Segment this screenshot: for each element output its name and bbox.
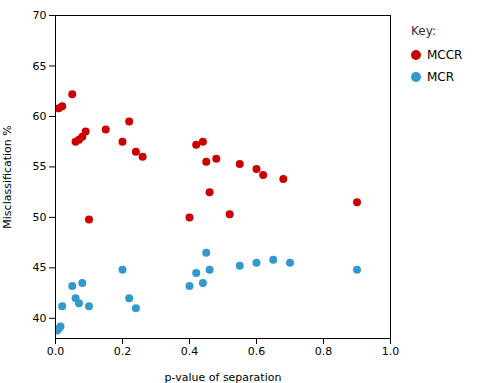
svg-text:70: 70 [33,9,47,22]
svg-text:40: 40 [33,312,47,325]
svg-text:0.2: 0.2 [114,345,132,358]
html-text:MCR: MCR [427,70,455,84]
svg-text:0.6: 0.6 [248,345,266,358]
svg-text:50: 50 [33,211,47,224]
svg-text:60: 60 [33,110,47,123]
svg-text:1.0: 1.0 [382,345,400,358]
svg-text:0.0: 0.0 [47,345,65,358]
svg-text:45: 45 [33,261,47,274]
svg-text:Misclassification %: Misclassification % [1,125,14,228]
svg-text:p-value of separation: p-value of separation [165,371,282,383]
svg-text:55: 55 [33,160,47,173]
svg-text:0.4: 0.4 [181,345,199,358]
html-text:Key:: Key: [411,24,436,38]
html-text:MCCR: MCCR [427,48,463,62]
svg-text:65: 65 [33,59,47,72]
svg-text:0.8: 0.8 [315,345,333,358]
